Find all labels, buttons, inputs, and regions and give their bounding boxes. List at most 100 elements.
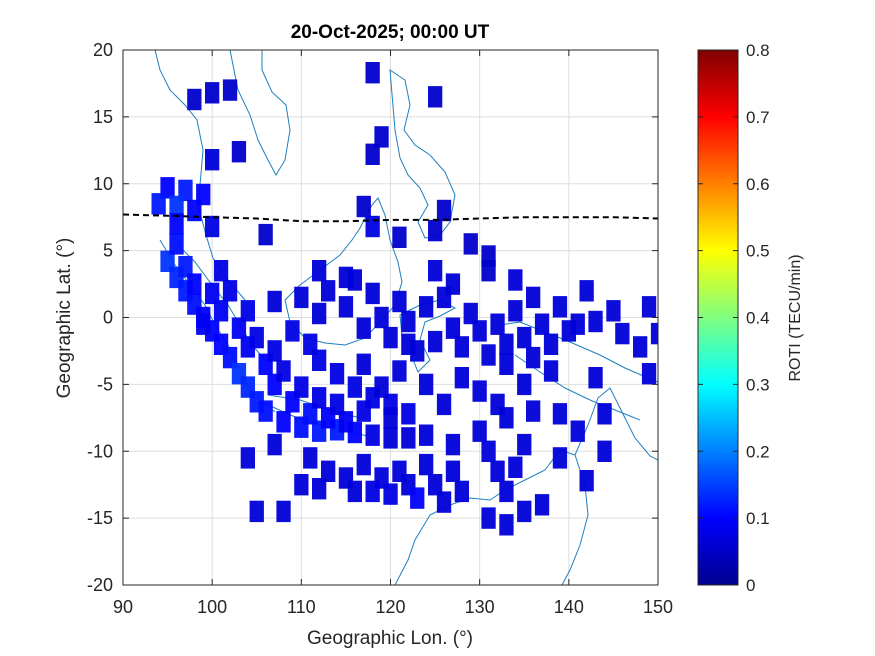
roti-cell [383, 407, 398, 429]
roti-cell [534, 313, 550, 335]
roti-cell [615, 322, 630, 345]
roti-cell [552, 447, 568, 469]
roti-cell [570, 420, 585, 442]
roti-cell [428, 86, 443, 108]
roti-cell [490, 313, 505, 335]
y-tick-label: -10 [87, 441, 113, 461]
roti-cell [463, 302, 478, 325]
roti-cell [329, 363, 345, 385]
roti-cell [222, 280, 238, 302]
roti-cell [499, 480, 514, 503]
roti-cell [294, 286, 309, 309]
roti-cell [428, 260, 443, 282]
roti-cell [338, 411, 354, 433]
roti-cell [472, 320, 487, 342]
roti-cell [213, 260, 229, 282]
roti-cell [588, 310, 603, 333]
roti-cell [419, 373, 434, 396]
roti-cell [499, 333, 514, 355]
roti-cell [436, 491, 452, 513]
roti-cell [178, 179, 193, 202]
colorbar-tick-label: 0.6 [746, 175, 770, 194]
roti-cell [374, 126, 389, 148]
roti-cell [365, 424, 380, 446]
roti-cell [454, 336, 469, 358]
roti-cell [392, 360, 407, 382]
roti-cell [187, 273, 202, 295]
roti-cell [392, 226, 407, 248]
roti-cell [552, 403, 568, 425]
roti-cell [499, 514, 514, 536]
roti-cell [276, 500, 291, 523]
roti-cell [294, 474, 309, 496]
roti-cell [534, 494, 550, 516]
roti-cell [294, 376, 309, 398]
roti-cell [258, 400, 273, 422]
roti-cell [517, 500, 532, 523]
roti-cell [570, 313, 585, 335]
roti-cells [151, 62, 658, 536]
roti-cell [454, 367, 469, 389]
roti-cell [481, 440, 496, 462]
roti-cell [205, 282, 220, 305]
y-axis-ticks: 20 15 10 5 0 -5 -10 -15 -20 [87, 40, 658, 595]
roti-cell [597, 440, 612, 462]
roti-cell [445, 273, 461, 295]
coastline-philippines [389, 69, 456, 239]
roti-cell [356, 317, 371, 339]
colorbar-tick-label: 0.4 [746, 309, 770, 328]
roti-cell [312, 302, 327, 325]
roti-cell [401, 333, 416, 355]
colorbar-tick-label: 0 [746, 576, 755, 595]
roti-cell [205, 215, 220, 238]
roti-cell [588, 367, 603, 389]
roti-cell [356, 453, 371, 476]
roti-cell [169, 233, 184, 255]
roti-cell [606, 300, 621, 322]
roti-cell [526, 346, 541, 369]
roti-cell [383, 483, 398, 505]
roti-cell [445, 460, 461, 482]
roti-cell [312, 260, 327, 282]
x-tick-label: 130 [465, 597, 495, 617]
roti-cell [543, 333, 559, 355]
roti-cell [641, 363, 657, 385]
roti-cell [267, 433, 282, 456]
roti-cell [481, 260, 496, 282]
roti-cell [641, 296, 657, 318]
colorbar-tick-label: 0.7 [746, 108, 770, 127]
roti-cell [454, 480, 469, 503]
roti-cell [276, 360, 291, 382]
roti-cell [445, 433, 461, 456]
roti-cell [365, 480, 380, 503]
roti-cell [436, 199, 452, 222]
roti-cell [490, 460, 505, 482]
y-tick-label: 20 [93, 40, 113, 60]
roti-cell [365, 143, 380, 165]
coastline-cape-york [574, 387, 658, 461]
roti-cell [401, 403, 416, 425]
coastline-borneo [284, 197, 403, 346]
roti-cell [267, 290, 282, 313]
roti-cell [222, 79, 238, 101]
roti-cell [472, 420, 487, 442]
colorbar-tick-label: 0.1 [746, 509, 770, 528]
roti-cell [312, 387, 327, 409]
roti-cell [597, 403, 612, 425]
roti-cell [356, 353, 371, 375]
roti-cell [347, 480, 362, 503]
roti-cell [303, 447, 318, 469]
roti-cell [428, 330, 443, 353]
roti-cell [187, 88, 202, 111]
y-tick-label: 0 [103, 308, 113, 328]
roti-cell [463, 233, 478, 255]
roti-cell [401, 427, 416, 449]
roti-cell [517, 373, 532, 396]
roti-cell [419, 424, 434, 446]
x-tick-label: 100 [197, 597, 227, 617]
y-axis-label: Geographic Lat. (°) [54, 238, 75, 399]
roti-cell [526, 286, 541, 309]
roti-cell [499, 353, 514, 375]
roti-cell [633, 336, 648, 358]
